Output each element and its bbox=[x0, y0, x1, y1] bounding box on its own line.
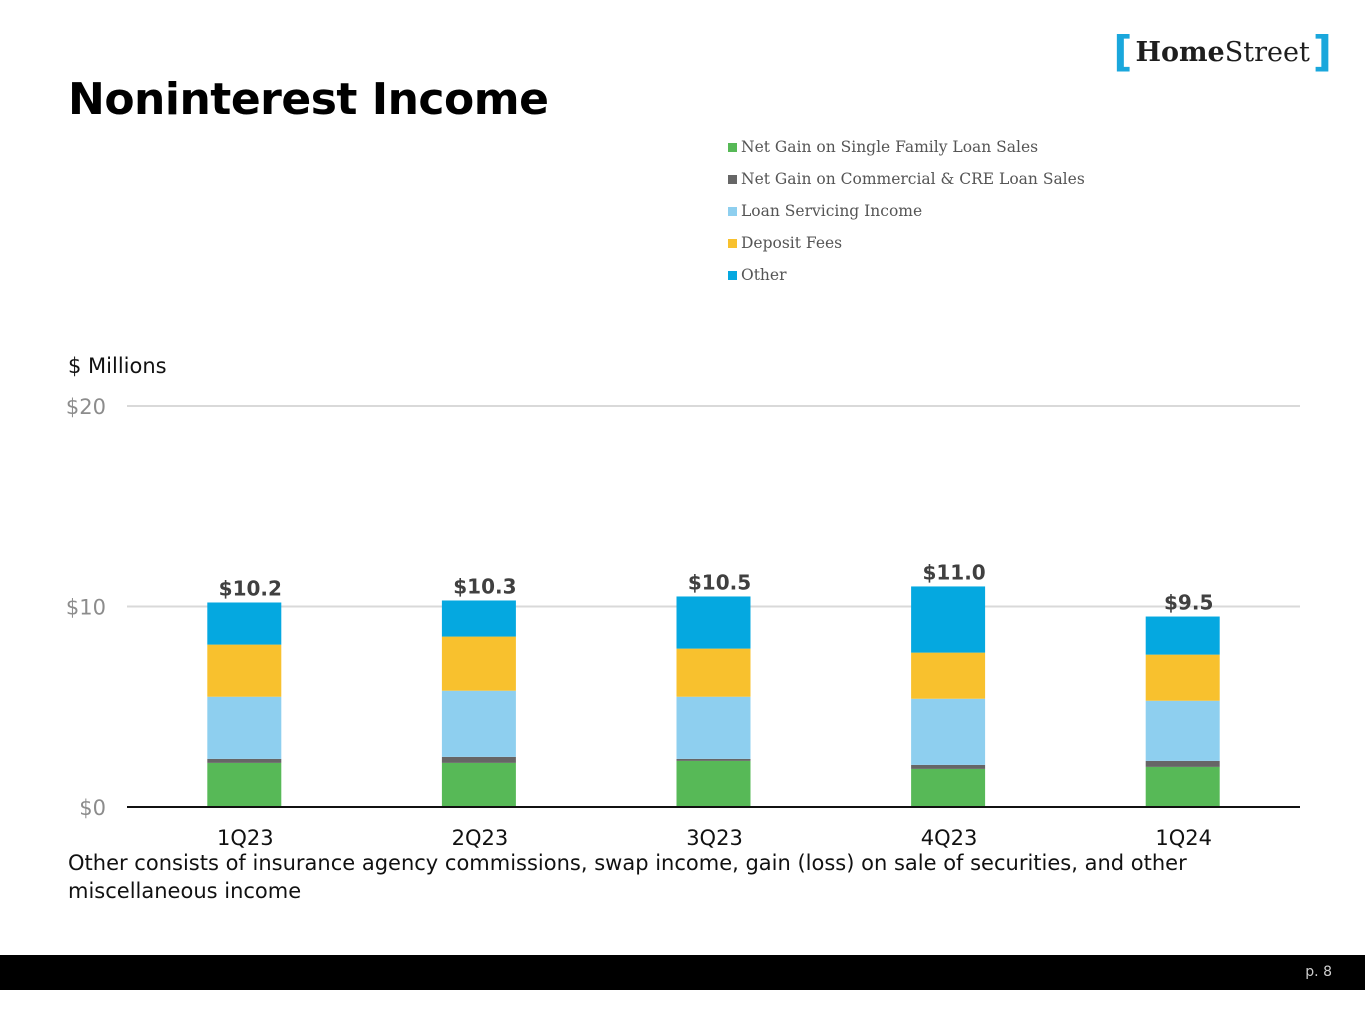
logo-street: Street bbox=[1224, 36, 1310, 68]
logo-right-bracket: ] bbox=[1312, 27, 1332, 76]
page-number: p. 8 bbox=[1305, 964, 1332, 980]
x-tick-label: 2Q23 bbox=[452, 826, 509, 850]
legend-label: Net Gain on Commercial & CRE Loan Sales bbox=[741, 170, 1085, 188]
legend-item: Loan Servicing Income bbox=[728, 195, 1085, 227]
legend-item: Other bbox=[728, 259, 1085, 291]
legend-label: Other bbox=[741, 266, 787, 284]
legend-swatch-icon bbox=[728, 270, 737, 280]
bar-segment bbox=[676, 760, 751, 807]
y-tick-label: $0 bbox=[79, 796, 106, 820]
x-tick-label: 1Q24 bbox=[1155, 826, 1212, 850]
units-label: $ Millions bbox=[68, 354, 167, 378]
bar-segment bbox=[1145, 766, 1220, 807]
x-tick-label: 3Q23 bbox=[686, 826, 743, 850]
bar-segment bbox=[1145, 700, 1220, 761]
page-title: Noninterest Income bbox=[68, 74, 549, 125]
bar-segment bbox=[911, 586, 986, 653]
x-tick-label: 1Q23 bbox=[217, 826, 274, 850]
logo-left-bracket: [ bbox=[1113, 27, 1133, 76]
bar-segment bbox=[911, 698, 986, 765]
bar-segment bbox=[441, 762, 516, 807]
bar-segment bbox=[1145, 654, 1220, 701]
bar-segment bbox=[441, 600, 516, 637]
bar-segment bbox=[207, 758, 282, 763]
stacked-bar-chart: $0 $10 $20 $10.2 1Q23 $10.3 2Q23 $10.5 3Q23 $11.0… bbox=[66, 395, 1300, 850]
y-tick-label: $20 bbox=[66, 395, 106, 419]
legend-label: Loan Servicing Income bbox=[741, 202, 923, 220]
bar-segment bbox=[676, 696, 751, 759]
bar-segment bbox=[1145, 616, 1220, 655]
bar-segment bbox=[911, 764, 986, 769]
legend-swatch-icon bbox=[728, 174, 737, 184]
logo-wordmark: HomeStreet bbox=[1135, 37, 1309, 68]
homestreet-logo: [ HomeStreet ] bbox=[1113, 30, 1332, 74]
bar-segment bbox=[441, 756, 516, 763]
bar-segment bbox=[911, 652, 986, 699]
legend-swatch-icon bbox=[728, 238, 737, 248]
legend-item: Net Gain on Commercial & CRE Loan Sales bbox=[728, 163, 1085, 195]
bar-segment bbox=[676, 648, 751, 697]
bar-segment bbox=[441, 636, 516, 691]
total-label: $10.2 bbox=[219, 576, 282, 600]
total-label: $9.5 bbox=[1164, 591, 1213, 615]
bar-segment bbox=[676, 758, 751, 761]
total-label: $10.5 bbox=[688, 570, 751, 594]
footer-bar: p. 8 bbox=[0, 955, 1365, 990]
legend-item: Net Gain on Single Family Loan Sales bbox=[728, 131, 1085, 163]
chart-legend: Net Gain on Single Family Loan Sales Net … bbox=[728, 131, 1085, 291]
logo-home: Home bbox=[1135, 36, 1225, 68]
bar-segment bbox=[207, 696, 282, 759]
legend-item: Deposit Fees bbox=[728, 227, 1085, 259]
x-tick-label: 4Q23 bbox=[921, 826, 978, 850]
bar-segment bbox=[207, 602, 282, 645]
legend-swatch-icon bbox=[728, 142, 737, 152]
y-tick-label: $10 bbox=[66, 596, 106, 620]
total-label: $11.0 bbox=[922, 560, 985, 584]
bar-segment bbox=[1145, 760, 1220, 767]
total-label: $10.3 bbox=[453, 574, 516, 598]
bar-segment bbox=[207, 644, 282, 697]
legend-label: Deposit Fees bbox=[741, 234, 843, 252]
legend-label: Net Gain on Single Family Loan Sales bbox=[741, 138, 1039, 156]
bar-segment bbox=[676, 596, 751, 649]
bar-segment bbox=[441, 690, 516, 757]
bar-segment bbox=[911, 768, 986, 807]
bar-segment bbox=[207, 762, 282, 807]
legend-swatch-icon bbox=[728, 206, 737, 216]
footnote: Other consists of insurance agency commi… bbox=[68, 851, 1187, 903]
